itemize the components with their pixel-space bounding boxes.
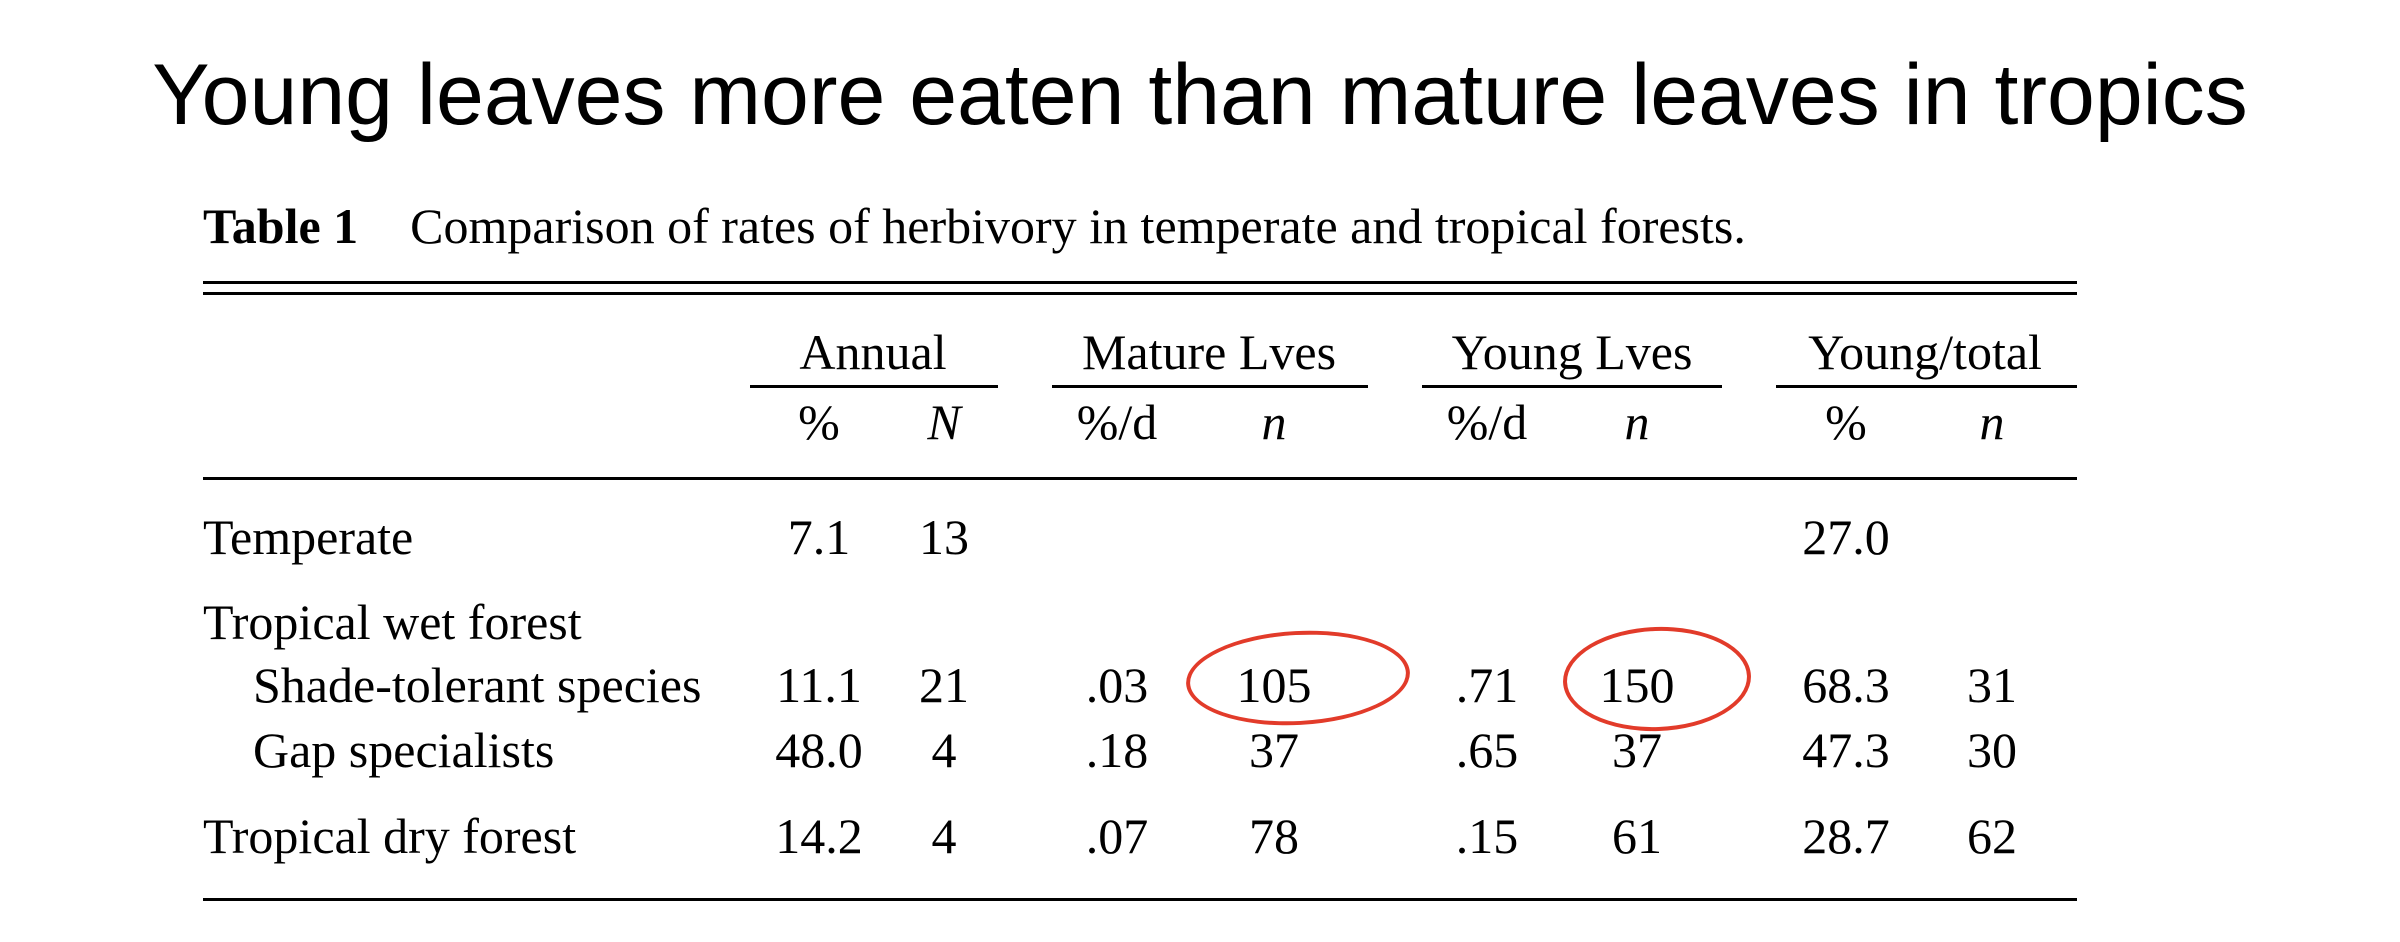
subheader-mature-pct-d: %/d — [1076, 394, 1158, 450]
cell-shade-annual-N: 21 — [919, 657, 969, 713]
highlight-oval-young-n — [1561, 623, 1753, 735]
header-mature-lves: Mature Lves — [1081, 324, 1337, 380]
top-rule-2 — [203, 292, 2077, 295]
highlight-oval-mature-n — [1183, 625, 1413, 731]
subheader-young-total-n: n — [1979, 394, 2005, 450]
subheader-annual-N: N — [927, 394, 961, 450]
cell-gap-mature-n: 37 — [1249, 722, 1299, 778]
subheader-young-pct-d: %/d — [1446, 394, 1528, 450]
table-label: Table 1 — [203, 198, 359, 254]
cell-gap-young-pct-d: .65 — [1455, 722, 1519, 778]
row-label-shade-tolerant: Shade-tolerant species — [253, 657, 702, 713]
cell-shade-mature-n: 105 — [1236, 657, 1312, 713]
cell-shade-young-pct-d: .71 — [1455, 657, 1519, 713]
cell-dry-annual-N: 4 — [931, 808, 957, 864]
cell-dry-young-total-n: 62 — [1967, 808, 2017, 864]
top-rule-1 — [203, 281, 2077, 284]
subheader-young-total-pct: % — [1825, 394, 1867, 450]
row-label-tropical-wet-forest: Tropical wet forest — [203, 594, 582, 650]
table-caption: Table 1 Comparison of rates of herbivory … — [203, 194, 1746, 258]
bottom-rule — [203, 898, 2077, 901]
header-annual: Annual — [799, 324, 947, 380]
cell-gap-young-total-pct: 47.3 — [1802, 722, 1890, 778]
cell-temperate-annual-N: 13 — [919, 509, 969, 565]
header-rule — [203, 477, 2077, 480]
cell-shade-young-total-n: 31 — [1967, 657, 2017, 713]
cell-gap-young-total-n: 30 — [1967, 722, 2017, 778]
header-young-total: Young/total — [1808, 324, 2042, 380]
cell-dry-young-pct-d: .15 — [1455, 808, 1519, 864]
cell-shade-young-total-pct: 68.3 — [1802, 657, 1890, 713]
subheader-mature-n: n — [1261, 394, 1287, 450]
young-span-rule — [1422, 385, 1722, 388]
header-young-lves: Young Lves — [1451, 324, 1693, 380]
cell-dry-young-total-pct: 28.7 — [1802, 808, 1890, 864]
row-label-gap-specialists: Gap specialists — [253, 722, 555, 778]
cell-gap-annual-pct: 48.0 — [775, 722, 863, 778]
cell-gap-annual-N: 4 — [931, 722, 957, 778]
annual-span-rule — [750, 385, 998, 388]
row-label-tropical-dry-forest: Tropical dry forest — [203, 808, 577, 864]
cell-gap-mature-pct-d: .18 — [1085, 722, 1149, 778]
cell-temperate-annual-pct: 7.1 — [787, 509, 851, 565]
table-caption-text: Comparison of rates of herbivory in temp… — [410, 198, 1746, 254]
cell-temperate-young-total-pct: 27.0 — [1802, 509, 1890, 565]
slide-title: Young leaves more eaten than mature leav… — [152, 47, 2248, 143]
subheader-young-n: n — [1624, 394, 1650, 450]
cell-dry-mature-n: 78 — [1249, 808, 1299, 864]
cell-dry-young-n: 61 — [1612, 808, 1662, 864]
mature-span-rule — [1052, 385, 1368, 388]
cell-dry-mature-pct-d: .07 — [1085, 808, 1149, 864]
cell-dry-annual-pct: 14.2 — [775, 808, 863, 864]
cell-gap-young-n: 37 — [1612, 722, 1662, 778]
row-label-temperate: Temperate — [203, 509, 414, 565]
cell-shade-young-n: 150 — [1599, 657, 1675, 713]
cell-shade-annual-pct: 11.1 — [776, 657, 862, 713]
young-total-span-rule — [1776, 385, 2077, 388]
cell-shade-mature-pct-d: .03 — [1085, 657, 1149, 713]
subheader-annual-pct: % — [798, 394, 840, 450]
